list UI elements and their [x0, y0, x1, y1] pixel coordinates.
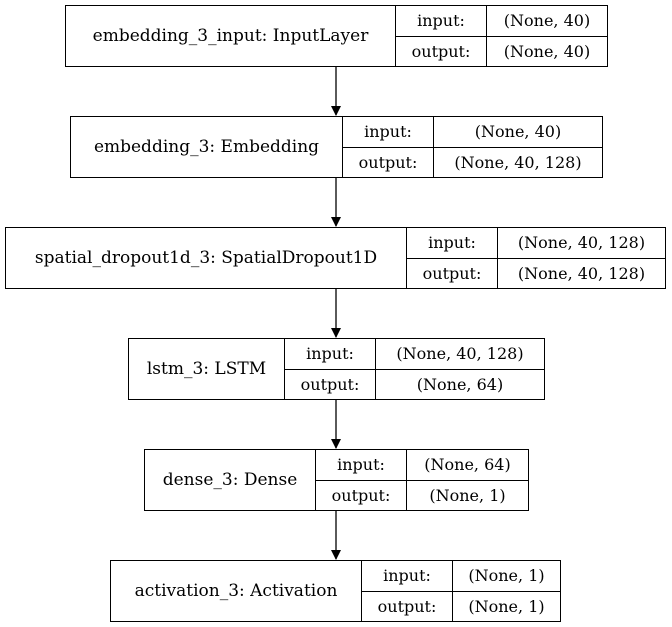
output-shape: (None, 1): [407, 479, 528, 511]
output-shape: (None, 40, 128): [434, 146, 602, 178]
input-label: input:: [364, 122, 412, 142]
input-shape: (None, 40): [503, 11, 591, 31]
input-shape: (None, 40): [474, 122, 562, 142]
layer-node-dense: dense_3: Dense input: output: (None, 64)…: [144, 449, 529, 511]
layer-name: lstm_3: LSTM: [129, 339, 285, 399]
input-shape: (None, 40, 128): [517, 233, 646, 253]
layer-node-lstm: lstm_3: LSTM input: output: (None, 40, 1…: [128, 338, 545, 400]
input-shape: (None, 64): [424, 455, 511, 475]
output-label: output:: [362, 590, 452, 622]
input-label: input:: [428, 233, 476, 253]
output-shape: (None, 1): [453, 590, 560, 622]
output-label: output:: [285, 368, 375, 400]
input-label: input:: [306, 344, 354, 364]
layer-name: embedding_3_input: InputLayer: [66, 6, 396, 66]
layer-node-embedding: embedding_3: Embedding input: output: (N…: [70, 116, 603, 178]
output-shape: (None, 40, 128): [498, 257, 665, 289]
input-shape: (None, 40, 128): [396, 344, 524, 364]
input-label: input:: [383, 566, 431, 586]
layer-name: dense_3: Dense: [145, 450, 316, 510]
input-shape: (None, 1): [468, 566, 545, 586]
layer-name: spatial_dropout1d_3: SpatialDropout1D: [6, 228, 407, 288]
output-shape: (None, 64): [376, 368, 544, 400]
output-label: output:: [407, 257, 497, 289]
input-label: input:: [417, 11, 465, 31]
output-label: output:: [396, 35, 486, 67]
layer-name: activation_3: Activation: [111, 561, 362, 621]
output-label: output:: [316, 479, 406, 511]
layer-name: embedding_3: Embedding: [71, 117, 343, 177]
layer-node-spatial-dropout: spatial_dropout1d_3: SpatialDropout1D in…: [5, 227, 666, 289]
layer-node-embedding-input: embedding_3_input: InputLayer input: out…: [65, 5, 608, 67]
layer-node-activation: activation_3: Activation input: output: …: [110, 560, 561, 622]
output-shape: (None, 40): [487, 35, 607, 67]
output-label: output:: [343, 146, 433, 178]
input-label: input:: [337, 455, 385, 475]
